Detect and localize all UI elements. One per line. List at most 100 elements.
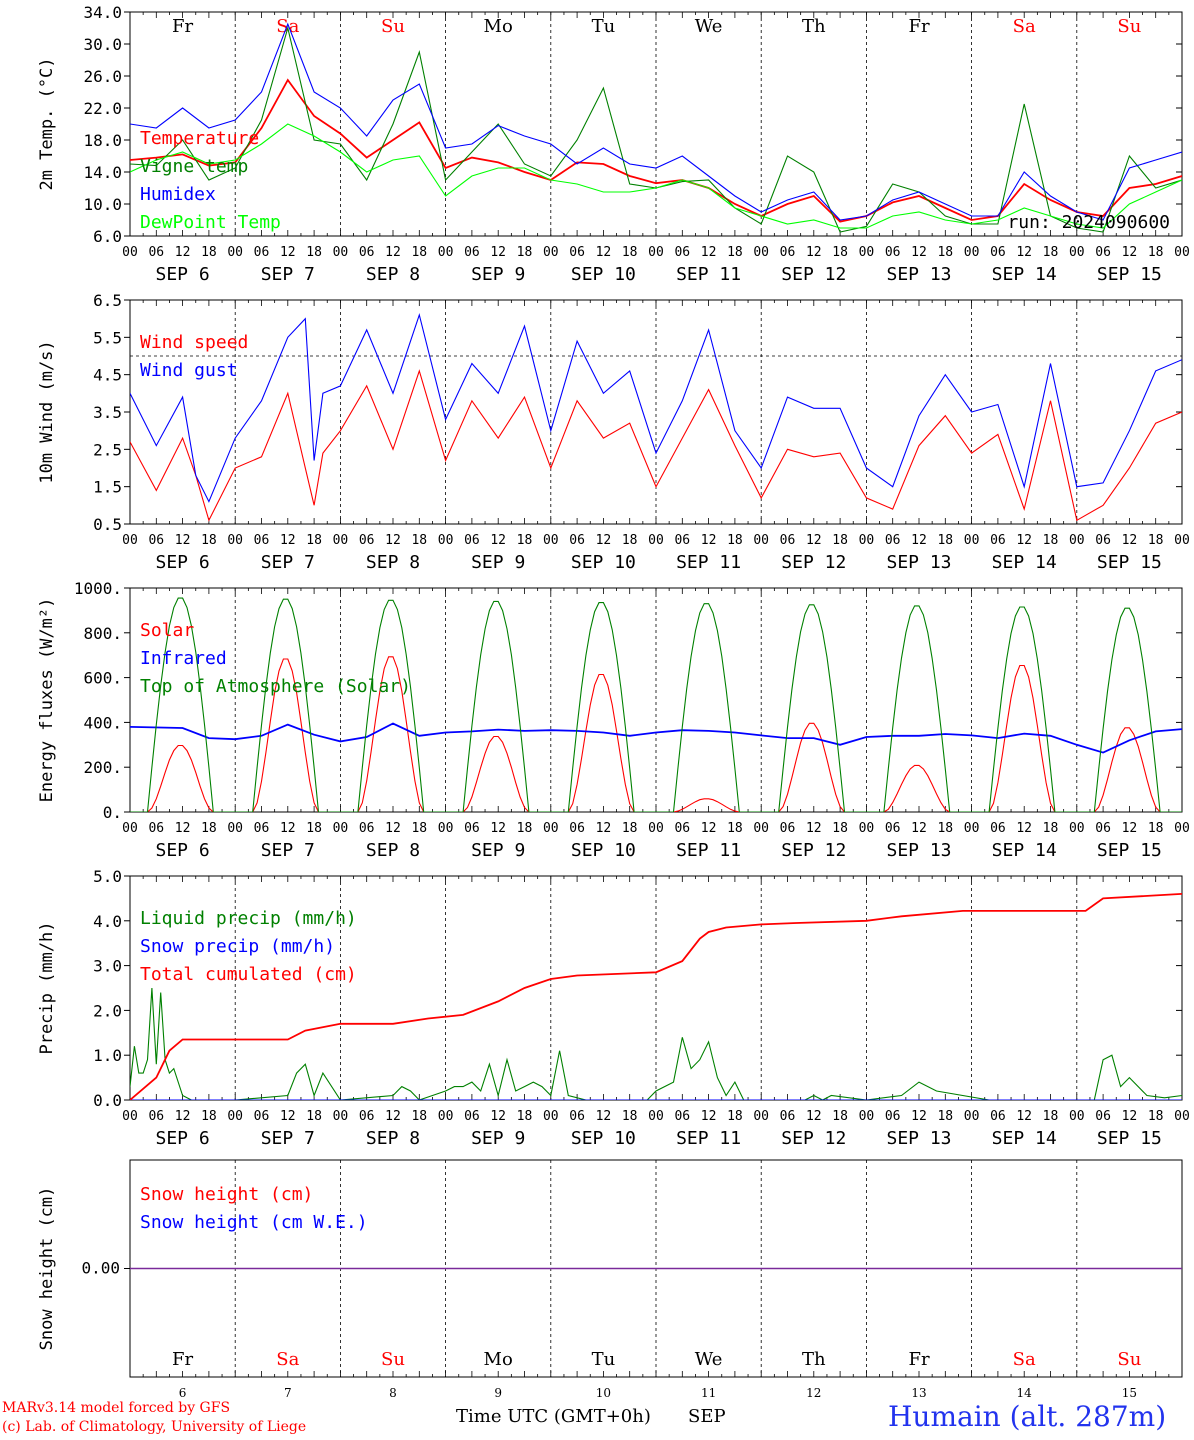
hour-label: 00 <box>543 1109 559 1124</box>
legend-entry: Wind speed <box>140 332 248 353</box>
date-label: SEP 15 <box>1097 264 1162 285</box>
hour-label: 12 <box>490 1109 506 1124</box>
y-tick-label: 22.0 <box>83 99 122 118</box>
y-tick-label: 600. <box>83 669 122 688</box>
day-name-bottom: We <box>695 1349 723 1370</box>
hour-label: 00 <box>859 533 875 548</box>
date-label: SEP 13 <box>886 264 951 285</box>
day-name-bottom: Fr <box>172 1349 193 1370</box>
date-label: SEP 6 <box>156 552 210 573</box>
date-label: SEP 11 <box>676 1128 741 1149</box>
hour-label: 18 <box>727 821 743 836</box>
hour-label: 18 <box>1148 1109 1164 1124</box>
y-tick-label: 34.0 <box>83 3 122 22</box>
hour-label: 12 <box>280 1109 296 1124</box>
hour-label: 06 <box>1095 245 1111 260</box>
hour-label: 12 <box>701 1109 717 1124</box>
y-tick-label: 6.0 <box>93 227 122 246</box>
day-name-bottom: Tu <box>592 1349 616 1370</box>
hour-label: 00 <box>438 1109 454 1124</box>
date-label: SEP 12 <box>781 552 846 573</box>
hour-label: 06 <box>674 821 690 836</box>
hour-label: 00 <box>964 1109 980 1124</box>
hour-label: 00 <box>648 245 664 260</box>
hour-label: 06 <box>148 245 164 260</box>
hour-label: 00 <box>1174 821 1190 836</box>
hour-label: 18 <box>201 821 217 836</box>
y-tick-label: 200. <box>83 758 122 777</box>
hour-label: 00 <box>438 245 454 260</box>
date-label: SEP 6 <box>156 1128 210 1149</box>
hour-label: 12 <box>175 821 191 836</box>
hour-label: 12 <box>806 533 822 548</box>
hour-label: 12 <box>701 245 717 260</box>
date-label: SEP 14 <box>992 840 1057 861</box>
station-title: Humain (alt. 287m) <box>888 1400 1167 1433</box>
series-wind-gust <box>130 312 1182 503</box>
hour-label: 18 <box>411 821 427 836</box>
hour-label: 00 <box>122 245 138 260</box>
hour-label: 00 <box>964 245 980 260</box>
hour-label: 00 <box>1174 245 1190 260</box>
hour-label: 18 <box>1148 533 1164 548</box>
hour-label: 12 <box>490 533 506 548</box>
hour-label: 12 <box>280 245 296 260</box>
panel-precip: 0.0 1.0 2.0 3.0 4.0 5.0 Precip (mm/h) 00 06 12 18 S… <box>37 867 1190 1149</box>
hour-label: 00 <box>1069 533 1085 548</box>
hour-label: 18 <box>937 533 953 548</box>
hour-label: 12 <box>1122 245 1138 260</box>
run-annotation: run: 2024090600 <box>1007 212 1170 233</box>
hour-label: 18 <box>517 533 533 548</box>
hour-label: 06 <box>885 245 901 260</box>
hour-label: 00 <box>122 821 138 836</box>
hour-label: 00 <box>333 821 349 836</box>
hour-label: 00 <box>753 245 769 260</box>
hour-label: 12 <box>911 533 927 548</box>
legend-entry: Snow height (cm) <box>140 1184 313 1205</box>
date-label: SEP 7 <box>261 1128 315 1149</box>
hour-label: 12 <box>596 821 612 836</box>
y-axis-label: Energy fluxes (W/m²) <box>37 598 57 803</box>
hour-label: 18 <box>201 533 217 548</box>
series-group <box>130 312 1182 522</box>
date-label: SEP 10 <box>571 264 636 285</box>
hour-label: 00 <box>227 1109 243 1124</box>
hour-label: 06 <box>990 1109 1006 1124</box>
hour-label: 18 <box>306 1109 322 1124</box>
date-label: SEP 14 <box>992 552 1057 573</box>
y-tick-label: 14.0 <box>83 163 122 182</box>
day-name: Mo <box>484 16 513 37</box>
hour-label: 06 <box>780 821 796 836</box>
series-wind-speed <box>130 369 1182 522</box>
hour-label: 06 <box>464 1109 480 1124</box>
series-total-cumulated-cm <box>130 893 1182 1100</box>
hour-label: 18 <box>517 245 533 260</box>
legend-entry: Wind gust <box>140 360 238 381</box>
hour-label: 06 <box>885 1109 901 1124</box>
date-label: SEP 13 <box>886 552 951 573</box>
hour-label: 06 <box>885 533 901 548</box>
hour-label: 00 <box>1069 821 1085 836</box>
date-label: SEP 11 <box>676 264 741 285</box>
hour-label: 12 <box>385 1109 401 1124</box>
model-credit: MARv3.14 model forced by GFS <box>2 1400 231 1416</box>
day-name: We <box>695 16 723 37</box>
y-tick-label: 10.0 <box>83 195 122 214</box>
hour-label: 06 <box>148 1109 164 1124</box>
day-number: 12 <box>806 1386 821 1400</box>
x-axis-month: SEP <box>688 1406 726 1427</box>
hour-label: 18 <box>201 1109 217 1124</box>
date-label: SEP 12 <box>781 264 846 285</box>
hour-label: 12 <box>175 533 191 548</box>
legend-entry: Vigne temp <box>140 156 248 177</box>
date-label: SEP 15 <box>1097 1128 1162 1149</box>
hour-label: 12 <box>1016 821 1032 836</box>
date-label: SEP 7 <box>261 552 315 573</box>
day-name: Su <box>381 16 405 37</box>
date-label: SEP 14 <box>992 264 1057 285</box>
hour-label: 18 <box>832 245 848 260</box>
hour-label: 12 <box>911 1109 927 1124</box>
hour-label: 00 <box>227 821 243 836</box>
series-group <box>130 597 1182 812</box>
hour-label: 12 <box>1122 821 1138 836</box>
